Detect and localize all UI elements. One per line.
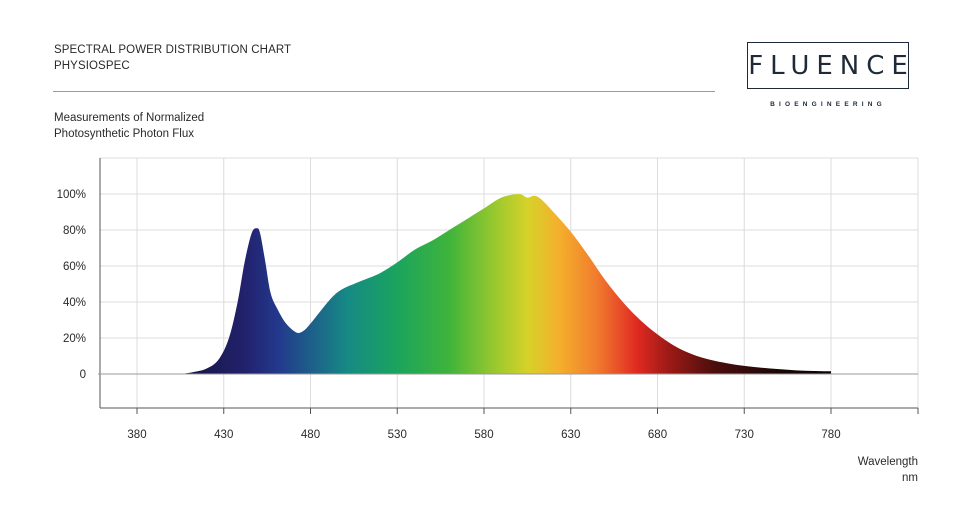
x-tick-label: 780 <box>821 429 840 441</box>
x-tick-labels: 380 430 480 530 580 630 680 730 780 <box>127 429 840 441</box>
y-tick-label: 80% <box>63 225 86 237</box>
chart-axes <box>98 158 919 414</box>
x-tick-label: 530 <box>388 429 407 441</box>
measurement-subtitle: Measurements of Normalized Photosyntheti… <box>54 111 204 142</box>
x-axis-unit: nm <box>902 472 918 484</box>
y-tick-label: 100% <box>57 189 86 201</box>
chart-title-line1: SPECTRAL POWER DISTRIBUTION CHART <box>54 44 292 56</box>
x-tick-label: 730 <box>735 429 754 441</box>
x-tick-label: 430 <box>214 429 233 441</box>
subtitle-line2: Photosynthetic Photon Flux <box>54 127 194 140</box>
logo-wordmark: FLUENCE <box>748 50 915 81</box>
chart-title: SPECTRAL POWER DISTRIBUTION CHART PHYSIO… <box>54 42 291 74</box>
header-divider <box>53 91 715 92</box>
y-tick-label: 40% <box>63 297 86 309</box>
y-tick-label: 0 <box>80 369 86 381</box>
x-tick-label: 580 <box>474 429 493 441</box>
subtitle-line1: Measurements of Normalized <box>54 112 205 124</box>
y-tick-label: 60% <box>63 261 86 273</box>
x-tick-label: 630 <box>561 429 580 441</box>
y-tick-label: 20% <box>63 333 86 345</box>
y-tick-labels: 0 20% 40% 60% 80% 100% <box>57 189 86 381</box>
x-tick-label: 480 <box>301 429 320 441</box>
x-tick-label: 680 <box>648 429 667 441</box>
fluence-logo: FLUENCE <box>747 42 909 89</box>
x-tick-label: 380 <box>127 429 146 441</box>
logo-tagline: BIOENGINEERING <box>770 101 886 108</box>
spectrum-area <box>180 194 831 374</box>
chart-title-line2: PHYSIOSPEC <box>54 60 130 72</box>
x-axis-title: Wavelength <box>858 456 918 468</box>
